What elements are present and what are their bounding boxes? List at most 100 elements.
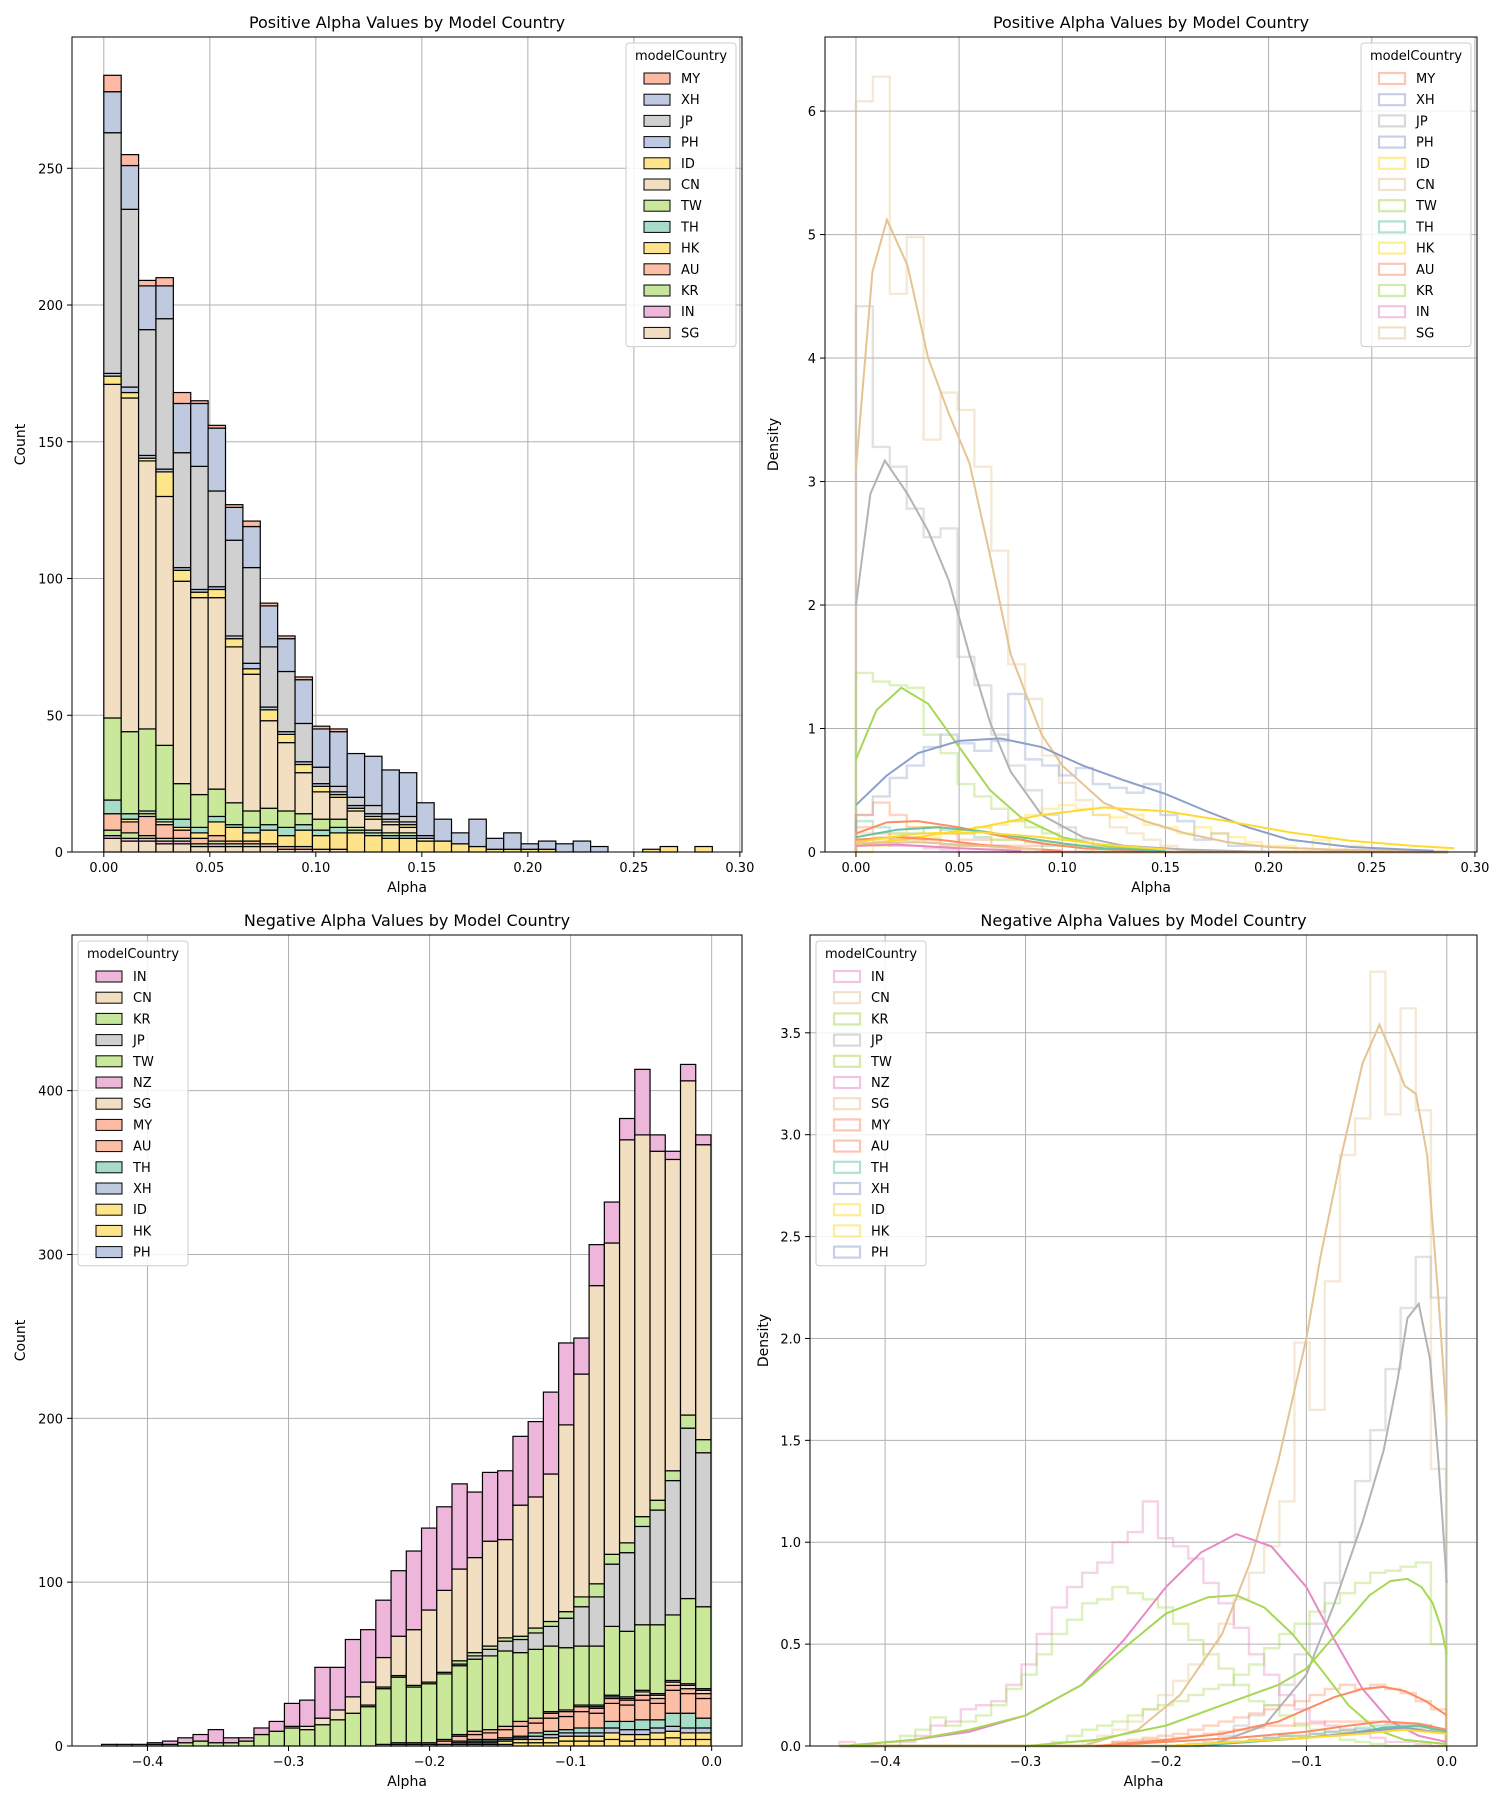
bar-tw [329,818,348,828]
bar-hk [311,834,331,850]
bar-kr [618,1542,636,1554]
bar-cn [172,580,192,785]
y-tick-label: 2.5 [780,1231,801,1246]
bar-xh [603,1727,621,1734]
bar-jp [695,1452,712,1608]
bar-in [268,1720,286,1732]
bar-cn [618,1139,636,1544]
bar-in [603,1201,621,1244]
bar-in [375,1599,392,1659]
y-tick-label: 250 [38,162,63,177]
bar-cn [155,495,174,746]
bar-my [207,424,227,429]
bar-xh [398,772,418,818]
legend-swatch-th [95,1161,123,1174]
bar-hk [468,845,487,853]
y-tick-label: 3.5 [780,1027,801,1042]
bar-cn [207,597,227,790]
kde-line-cn [1081,1022,1448,1747]
bar-xh [259,605,279,648]
bar-hk [398,837,418,853]
legend: modelCountry IN CN KR JP TW NZ SG MY AU TH XH ID HK PH [77,940,189,1267]
y-tick-label: 1 [808,723,816,738]
bar-in [497,1470,514,1541]
bar-in [177,1737,194,1744]
legend-swatch-nz [832,1075,862,1090]
bar-cn [451,1568,468,1662]
legend-label-sg: SG [133,1097,151,1112]
bar-xh [485,837,505,850]
bar-tw [224,802,244,826]
kde-line-my [1095,1720,1448,1747]
hist-step-jp [854,304,1449,854]
legend-label-cn: CN [871,991,890,1006]
bar-au [481,1732,499,1741]
bar-au [542,1717,560,1732]
plot-frame [809,934,1478,1747]
bar-au [603,1702,621,1723]
legend-swatch-sg [95,1097,123,1110]
y-tick-label: 0 [55,846,63,861]
legend-swatch-th [1377,220,1407,234]
bar-xh [329,731,348,787]
y-axis-label: Count [13,1319,29,1361]
bar-xh [155,285,174,320]
x-tick-label: 0.0 [1436,1755,1457,1770]
bar-tw [390,1676,407,1744]
bar-id [558,1735,575,1742]
bar-kr [649,1499,666,1511]
x-axis-label: Alpha [387,1774,427,1790]
bar-th [329,826,348,834]
x-tick-label: −0.3 [273,1755,305,1770]
bar-tw [542,1645,560,1713]
y-tick-label: 3 [808,476,816,491]
chart-positive-stacked: 0.00 0.05 0.10 0.15 0.20 0.25 0.30 0 50 100 150 200… [13,13,754,896]
bar-cn [573,1373,590,1598]
bar-in [207,1729,225,1744]
bar-hk [618,1740,636,1747]
bar-in [222,1737,240,1744]
bar-xh [277,638,296,673]
bar-my [103,74,122,93]
kde-line-id [855,831,1166,851]
bar-tw [359,1706,377,1747]
y-tick-label: 4 [808,352,816,367]
bar-my [190,400,209,405]
bar-jp [207,490,227,588]
bar-id [294,763,314,774]
legend-swatch-id [643,157,671,170]
bar-xh [224,506,244,541]
bar-my [558,1710,575,1718]
kde-line-hk [855,806,1455,850]
legend-label-au: AU [681,263,699,278]
bar-cn [481,1540,499,1647]
plot-frame [824,36,1478,853]
bar-in [679,1063,697,1082]
x-tick-label: −0.1 [555,1755,587,1770]
legend-swatch-kr [832,1012,862,1026]
chart-title: Negative Alpha Values by Model Country [244,911,570,930]
bar-my [527,1717,544,1724]
legend-label-au: AU [1416,263,1434,278]
legend-swatch-my [95,1118,123,1131]
bar-id [277,733,296,744]
bar-hk [450,843,470,853]
bar-th [259,824,279,831]
legend-swatch-au [1377,262,1407,276]
bar-jp [329,785,348,793]
kde-line-tw [842,1594,1447,1747]
kde-line-jp [1207,1301,1448,1747]
bar-xh [242,525,261,569]
bar-au [137,815,157,837]
bar-in [634,1068,651,1136]
legend-label-nz: NZ [133,1076,152,1091]
legend-title: modelCountry [635,49,727,64]
y-tick-label: 200 [38,299,63,314]
legend-label-ph: PH [681,136,699,151]
marks [838,970,1448,1748]
legend-swatch-cn [95,991,123,1004]
bar-kr [634,1516,651,1528]
bar-id [190,591,209,599]
bar-jp [664,1479,682,1616]
bar-cn [436,1589,453,1673]
